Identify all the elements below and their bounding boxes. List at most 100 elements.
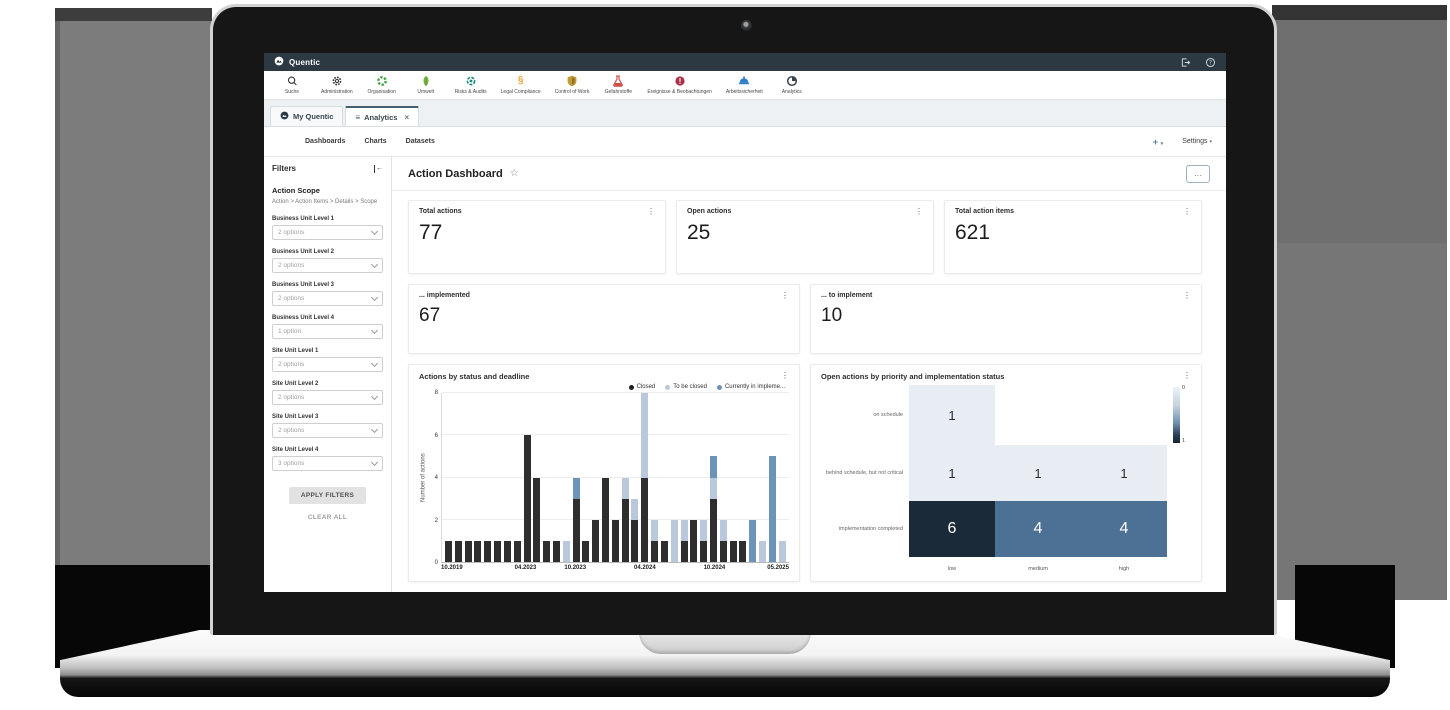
filter-select-site-unit-level-4[interactable]: 3 options xyxy=(272,456,383,471)
list-icon: ≡ xyxy=(355,112,361,122)
backdrop-monitor-right xyxy=(1272,5,1447,600)
legend-item-to-be-closed[interactable]: To be closed xyxy=(665,384,707,390)
kebab-menu-icon[interactable]: ⋮ xyxy=(1183,291,1191,300)
charts-row: Actions by status and deadline ⋮ Closed T… xyxy=(408,364,1202,582)
filter-section-title: Action Scope xyxy=(272,186,320,195)
heatmap-column-labels: low medium high xyxy=(909,563,1167,574)
favorite-star-icon[interactable]: ☆ xyxy=(509,168,519,179)
heatmap-cell-behind-schedule-but-not-critical-high: 1 xyxy=(1081,445,1167,501)
page-title: Action Dashboard xyxy=(408,167,503,180)
legend-item-closed[interactable]: Closed xyxy=(628,384,655,390)
kpi-label: Total actions xyxy=(419,208,462,215)
kebab-menu-icon[interactable]: ⋮ xyxy=(647,207,655,216)
filter-select-site-unit-level-1[interactable]: 2 options xyxy=(272,357,383,372)
bar-segment-currently-in-implementation xyxy=(749,519,757,562)
module-item-administration[interactable]: Administration xyxy=(314,75,360,95)
apply-filters-button[interactable]: APPLY FILTERS xyxy=(288,487,367,504)
close-icon[interactable]: × xyxy=(404,112,410,122)
kebab-menu-icon[interactable]: ⋮ xyxy=(1183,371,1191,380)
module-item-suche[interactable]: Suche xyxy=(270,75,314,95)
kpi-card-total-actions: Total actions ⋮ 77 xyxy=(408,200,666,274)
heatmap-cell-on-schedule-medium xyxy=(995,385,1081,445)
collapse-sidebar-icon[interactable]: ← xyxy=(374,164,383,173)
content-area: Filters ← Action Scope Action > Action I… xyxy=(264,157,1226,592)
filter-field-site-unit-level-2: Site Unit Level 2 2 options xyxy=(272,381,383,405)
legend-dot xyxy=(665,384,671,390)
clear-all-button[interactable]: CLEAR ALL xyxy=(307,514,348,521)
logout-icon[interactable] xyxy=(1180,57,1191,68)
module-item-legal-compliance[interactable]: § Legal Compliance xyxy=(494,75,548,95)
legend-item-currently-in-impleme[interactable]: Currently in impleme... xyxy=(716,384,785,390)
module-item-analytics[interactable]: Analytics xyxy=(770,75,814,95)
bar-segment-closed xyxy=(719,540,727,562)
bar-chart-card: Actions by status and deadline ⋮ Closed T… xyxy=(408,364,800,582)
filter-select-business-unit-level-1[interactable]: 2 options xyxy=(272,225,383,240)
heatmap-cell-on-schedule-low: 1 xyxy=(909,385,995,445)
kebab-menu-icon[interactable]: ⋮ xyxy=(781,291,789,300)
module-item-risks-audits[interactable]: Risks & Audits xyxy=(448,75,494,95)
y-tick: 0 xyxy=(434,560,438,566)
flask-icon xyxy=(612,75,624,87)
y-tick: 6 xyxy=(434,432,438,439)
target-icon xyxy=(465,75,477,87)
settings-button[interactable]: Settings ▾ xyxy=(1182,138,1212,145)
bar-segment-closed xyxy=(621,498,629,562)
filter-select-business-unit-level-3[interactable]: 2 options xyxy=(272,291,383,306)
bar-segment-closed xyxy=(611,519,619,562)
module-item-ereignisse-beobachtungen[interactable]: Ereignisse & Beobachtungen xyxy=(640,75,719,95)
colorbar-gradient xyxy=(1173,387,1180,443)
bar-segment-closed xyxy=(582,540,590,562)
bar-plot-body: Number of actions 0 2 4 6 8 xyxy=(419,390,789,566)
module-item-arbeitssicherheit[interactable]: Arbeitssicherheit xyxy=(719,75,770,95)
kebab-menu-icon[interactable]: ⋮ xyxy=(781,371,789,380)
tab-my-quentic[interactable]: My Quentic xyxy=(270,106,344,126)
filter-field-label: Business Unit Level 2 xyxy=(272,249,335,255)
gridline xyxy=(442,434,789,436)
heatmap-column-label: medium xyxy=(1028,565,1048,572)
dashboard-more-button[interactable]: … xyxy=(1186,164,1210,183)
bar-11 xyxy=(552,393,560,562)
kpi-label: ... implemented xyxy=(419,292,470,299)
bar-14 xyxy=(582,393,590,562)
subnav-item-datasets[interactable]: Datasets xyxy=(405,138,435,145)
filter-select-business-unit-level-4[interactable]: 1 option xyxy=(272,324,383,339)
bar-21 xyxy=(651,393,659,562)
module-item-organisation[interactable]: Organisation xyxy=(360,75,404,95)
tab-analytics-label: Analytics xyxy=(364,112,398,122)
bar-0 xyxy=(445,393,452,562)
module-label: Gefahrstoffe xyxy=(604,89,633,95)
help-icon[interactable]: ? xyxy=(1205,57,1216,68)
heatmap-column-label: low xyxy=(947,565,957,572)
kpi-row-1: Total actions ⋮ 77 Open actions ⋮ 25 Total act… xyxy=(408,200,1202,274)
bar-22 xyxy=(660,393,668,562)
add-button[interactable]: + ▾ xyxy=(1152,136,1164,147)
filter-select-business-unit-level-2[interactable]: 2 options xyxy=(272,258,383,273)
subnav-item-charts[interactable]: Charts xyxy=(364,138,387,145)
module-label: Suche xyxy=(284,89,300,95)
quentic-logo-icon xyxy=(274,53,284,71)
chevron-down-icon xyxy=(370,425,379,434)
module-item-umwelt[interactable]: Umwelt xyxy=(404,75,448,95)
select-value: 2 options xyxy=(278,262,305,269)
module-item-gefahrstoffe[interactable]: Gefahrstoffe xyxy=(596,75,640,95)
kebab-menu-icon[interactable]: ⋮ xyxy=(1183,207,1191,216)
filter-select-site-unit-level-3[interactable]: 2 options xyxy=(272,423,383,438)
bar-segment-closed xyxy=(660,540,668,562)
bar-segment-closed xyxy=(700,540,708,562)
bar-segment-to-be-closed xyxy=(680,519,688,541)
module-item-control-of-work[interactable]: Control of Work xyxy=(548,75,597,95)
bar-2 xyxy=(464,393,472,562)
bar-segment-closed xyxy=(513,540,521,562)
bar-30 xyxy=(739,393,747,562)
chevron-down-icon xyxy=(370,227,379,236)
subnav-item-dashboards[interactable]: Dashboards xyxy=(305,138,346,145)
bar-chart-title: Actions by status and deadline xyxy=(419,372,530,381)
bar-segment-closed xyxy=(739,540,747,562)
bar-13 xyxy=(572,393,580,562)
bar-10 xyxy=(543,393,551,562)
filter-select-site-unit-level-2[interactable]: 2 options xyxy=(272,390,383,405)
kebab-menu-icon[interactable]: ⋮ xyxy=(915,207,923,216)
tab-analytics[interactable]: ≡ Analytics × xyxy=(345,106,420,126)
dashboard-main: Action Dashboard ☆ … Total actions ⋮ 77 Ope… xyxy=(392,157,1226,592)
